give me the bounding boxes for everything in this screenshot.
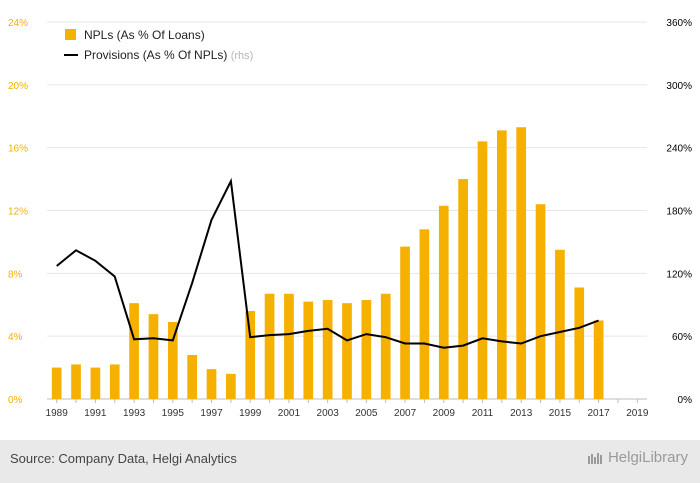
x-tick-label: 1997	[200, 408, 223, 419]
y-left-tick-label: 24%	[8, 18, 28, 29]
bar	[303, 301, 314, 399]
provisions-line	[56, 177, 599, 349]
legend-label-provisions: Provisions (As % Of NPLs) (rhs)	[84, 48, 253, 62]
y-right-tick-label: 240%	[666, 144, 692, 155]
source-text: Source: Company Data, Helgi Analytics	[10, 451, 237, 466]
legend-label-rhs: (rhs)	[231, 50, 254, 62]
bar	[129, 303, 139, 399]
bar	[109, 364, 120, 399]
bar	[51, 367, 62, 399]
chart-svg: 0% 4% 8% 12% 16% 20% 24% 0% 60% 120% 180% 240% 300% 3…	[8, 18, 693, 419]
brand-text: HelgiLibrary	[607, 449, 688, 466]
x-tick-label: 2003	[317, 408, 340, 419]
bar	[574, 287, 585, 399]
x-tick-label: 1989	[46, 408, 69, 419]
bar	[71, 364, 81, 399]
y-right-tick-label: 120%	[666, 269, 692, 280]
bar	[245, 311, 256, 399]
x-tick-label: 2019	[626, 408, 649, 419]
bar	[284, 293, 294, 399]
bar	[438, 205, 449, 399]
bar	[264, 293, 275, 399]
library-icon	[587, 453, 602, 465]
x-tick-label: 2015	[549, 408, 572, 419]
x-tick-label: 1995	[162, 408, 185, 419]
bar	[419, 229, 430, 399]
x-tick-label: 1999	[239, 408, 262, 419]
bar	[380, 293, 391, 399]
bar	[206, 369, 217, 399]
bar	[593, 320, 604, 399]
bar	[322, 300, 333, 399]
x-tick-label: 2001	[278, 408, 301, 419]
footer-bar	[0, 440, 700, 483]
bar	[535, 204, 546, 399]
x-tick-label: 2011	[472, 408, 494, 419]
y-right-tick-label: 360%	[666, 18, 692, 29]
x-tick-label: 2005	[355, 408, 378, 419]
bar	[226, 373, 236, 399]
y-right-tick-label: 0%	[678, 395, 693, 406]
y-left-tick-label: 8%	[8, 269, 23, 280]
bar	[555, 249, 565, 399]
legend-label-npls: NPLs (As % Of Loans)	[84, 28, 205, 42]
brand-logo: HelgiLibrary	[587, 449, 688, 466]
x-tick-label: 2017	[587, 408, 610, 419]
bar	[342, 303, 352, 399]
x-tick-label: 2013	[510, 408, 533, 419]
bar	[477, 141, 488, 399]
y-left-tick-label: 16%	[8, 144, 28, 155]
y-left-tick-label: 4%	[8, 332, 23, 343]
x-tick-label: 1991	[84, 408, 107, 419]
y-right-tick-label: 60%	[672, 332, 692, 343]
bar	[187, 355, 197, 399]
bar	[400, 246, 410, 399]
y-left-tick-label: 20%	[8, 81, 28, 92]
x-tick-label: 2009	[433, 408, 456, 419]
y-left-tick-label: 12%	[8, 207, 28, 218]
bar	[167, 322, 178, 399]
bar	[458, 179, 468, 399]
bar	[516, 127, 527, 399]
bar	[497, 130, 507, 399]
bar	[361, 300, 372, 399]
legend-label-provisions-text: Provisions (As % Of NPLs)	[84, 48, 231, 62]
legend-swatch-npls	[65, 29, 76, 40]
bar	[148, 314, 159, 399]
x-tick-label: 2007	[394, 408, 417, 419]
y-right-tick-label: 300%	[666, 81, 692, 92]
y-left-tick-label: 0%	[8, 395, 23, 406]
y-right-tick-label: 180%	[666, 207, 692, 218]
bar	[90, 367, 101, 399]
x-tick-label: 1993	[123, 408, 146, 419]
